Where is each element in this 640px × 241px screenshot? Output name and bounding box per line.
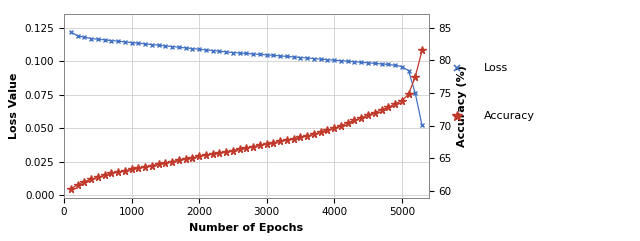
- Accuracy: [276, 140, 284, 143]
- Loss: [378, 62, 385, 65]
- Loss: [337, 59, 345, 62]
- Loss: [290, 55, 298, 58]
- Loss: [276, 54, 284, 57]
- Y-axis label: Loss Value: Loss Value: [9, 73, 19, 139]
- Accuracy: [290, 137, 298, 140]
- Accuracy: [418, 49, 426, 52]
- Line: Loss: Loss: [68, 29, 424, 128]
- Accuracy: [337, 124, 345, 127]
- Accuracy: [67, 188, 75, 191]
- Text: Accuracy: Accuracy: [484, 111, 535, 121]
- Line: Accuracy: Accuracy: [67, 47, 426, 193]
- Accuracy: [161, 161, 169, 164]
- Loss: [418, 124, 426, 127]
- X-axis label: Number of Epochs: Number of Epochs: [189, 223, 303, 233]
- Text: Loss: Loss: [484, 63, 508, 73]
- Loss: [67, 30, 75, 33]
- Y-axis label: Accuracy (%): Accuracy (%): [458, 65, 467, 147]
- Accuracy: [269, 141, 277, 144]
- Accuracy: [378, 108, 385, 111]
- Loss: [161, 44, 169, 47]
- Loss: [269, 54, 277, 57]
